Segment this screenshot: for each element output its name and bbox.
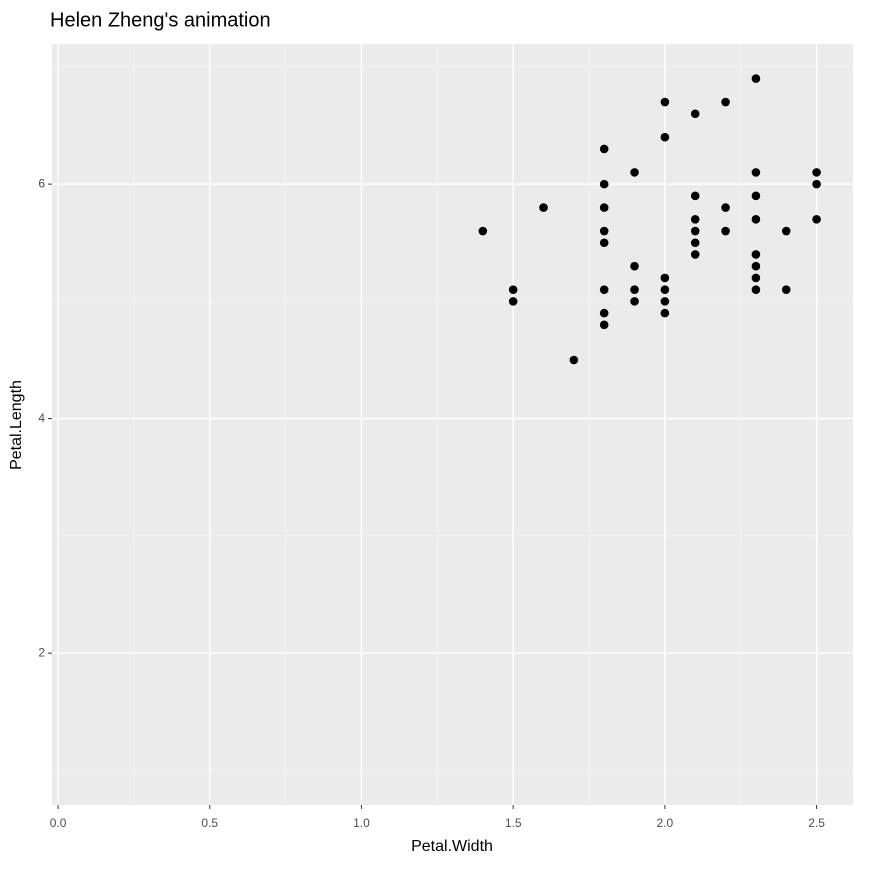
point — [660, 97, 670, 107]
point — [599, 238, 609, 248]
x-tick-label: 2.0 — [657, 816, 674, 830]
point — [690, 191, 700, 201]
point — [781, 226, 791, 236]
point — [478, 226, 488, 236]
x-tick-label: 0.5 — [201, 816, 218, 830]
point — [690, 226, 700, 236]
point — [599, 308, 609, 318]
point — [599, 285, 609, 294]
x-axis-title: Petal.Width — [411, 838, 493, 855]
point — [539, 203, 548, 212]
x-tick-label: 2.5 — [808, 816, 825, 830]
point — [751, 191, 761, 201]
point — [721, 203, 730, 212]
point — [751, 285, 761, 294]
chart-title: Helen Zheng's animation — [50, 9, 271, 31]
y-tick-label: 4 — [38, 411, 45, 425]
point — [690, 214, 700, 224]
point — [690, 238, 700, 248]
point — [599, 226, 609, 236]
point — [812, 168, 821, 177]
point — [660, 308, 670, 318]
point — [660, 297, 670, 306]
point — [721, 97, 730, 107]
point — [721, 226, 730, 236]
point — [630, 285, 639, 294]
x-tick-label: 0.0 — [50, 816, 67, 830]
point — [569, 355, 579, 365]
point — [630, 261, 639, 271]
point — [751, 250, 761, 259]
point — [660, 273, 670, 283]
point — [781, 285, 791, 294]
point — [508, 285, 518, 294]
x-tick-label: 1.5 — [505, 816, 522, 830]
point — [599, 179, 609, 189]
panel — [52, 44, 853, 805]
point — [508, 297, 518, 306]
y-axis-title: Petal.Length — [8, 380, 25, 470]
point — [751, 74, 761, 83]
point — [599, 320, 609, 330]
point — [630, 168, 639, 177]
x-tick-label: 1.0 — [353, 816, 370, 830]
point — [751, 168, 761, 177]
y-tick-label: 2 — [38, 645, 45, 659]
point — [660, 285, 670, 294]
point — [690, 250, 700, 259]
point — [751, 261, 761, 271]
point — [599, 144, 609, 154]
point — [812, 214, 821, 224]
point — [660, 132, 670, 142]
point — [751, 273, 761, 283]
point — [599, 203, 609, 212]
point — [690, 109, 700, 119]
point — [630, 297, 639, 306]
point — [812, 179, 821, 189]
point — [751, 214, 761, 224]
y-tick-label: 6 — [38, 176, 45, 190]
